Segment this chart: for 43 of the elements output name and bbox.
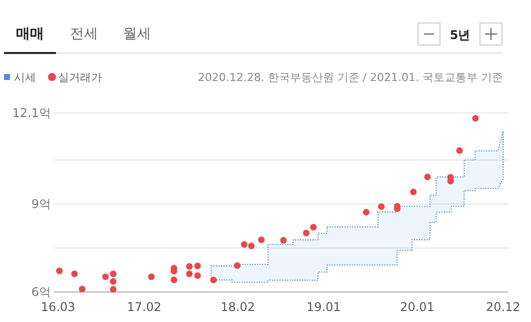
point	[424, 174, 431, 180]
text: 월세	[123, 26, 151, 42]
x-tick-label: 20.01	[400, 300, 434, 314]
point	[78, 286, 86, 292]
point	[240, 241, 248, 248]
legend-label: 시세	[14, 71, 36, 84]
point	[170, 276, 178, 284]
text: 5년	[450, 28, 470, 42]
text: 전세	[70, 26, 98, 42]
point	[186, 263, 193, 270]
point	[248, 242, 255, 250]
y-tick-label: 12.1억	[12, 106, 51, 120]
point	[194, 262, 201, 270]
point	[110, 278, 117, 285]
point	[186, 270, 193, 278]
x-tick-label: 17.02	[127, 300, 162, 314]
y-tick-label: 6억	[31, 285, 51, 299]
x-tick-label: 19.01	[306, 300, 341, 314]
point	[258, 236, 265, 244]
point	[410, 188, 417, 196]
point	[110, 286, 117, 293]
point	[71, 270, 78, 278]
legend-label: 실거래가	[58, 71, 102, 84]
y-tick-label: 9억	[31, 196, 51, 211]
point	[234, 262, 241, 269]
text: 매매	[16, 26, 44, 42]
x-tick-label: 20.12	[486, 300, 520, 314]
point	[310, 224, 317, 230]
point	[280, 237, 287, 244]
point	[378, 203, 385, 210]
point	[56, 268, 63, 274]
point	[302, 230, 310, 236]
text: 2020.12.28. 한국부동산원 기준 / 2021.01. 국토교통부 기준	[198, 71, 503, 84]
point	[148, 273, 155, 280]
point	[210, 276, 217, 284]
point	[194, 272, 201, 279]
point	[102, 273, 109, 280]
point	[110, 270, 117, 278]
x-tick-label: 18.02	[220, 300, 255, 314]
point	[362, 208, 370, 216]
point	[472, 114, 479, 122]
x-tick-label: 16.03	[40, 300, 76, 314]
point	[456, 147, 463, 154]
